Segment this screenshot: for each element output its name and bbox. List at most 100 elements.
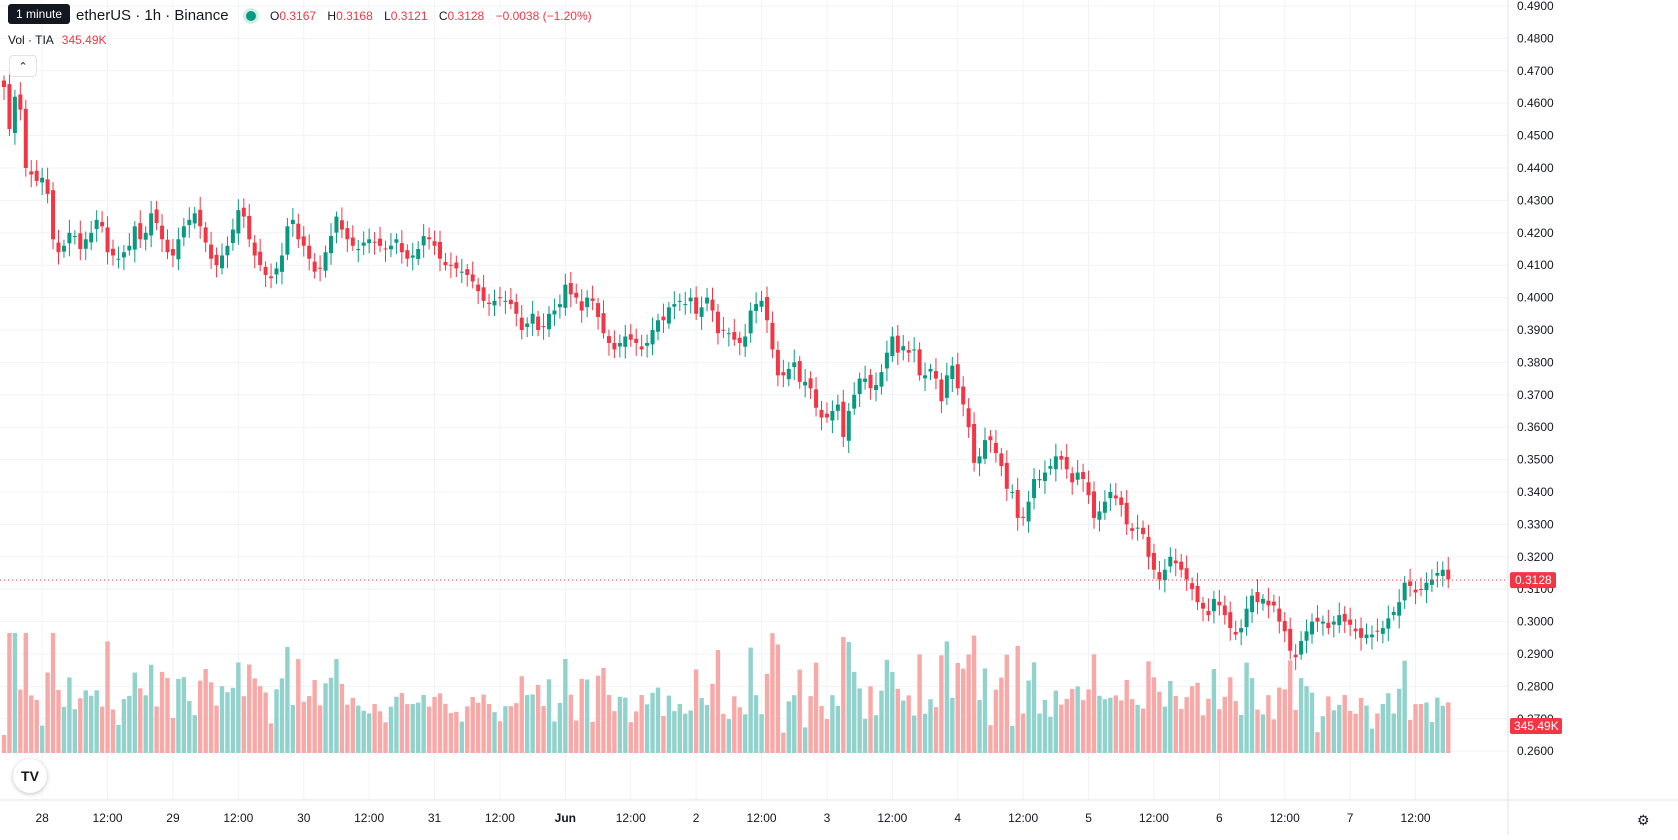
candle-body	[1201, 602, 1205, 609]
candle-body	[448, 264, 453, 266]
candle-body	[759, 300, 764, 307]
volume-bar	[693, 669, 699, 753]
candle-body	[868, 374, 873, 389]
volume-bar	[901, 700, 906, 753]
candle-body	[1228, 612, 1233, 629]
candle-body	[312, 261, 317, 272]
high-value: 0.3168	[336, 9, 373, 23]
volume-bar	[1026, 680, 1031, 753]
last-price-label: 0.3128	[1515, 573, 1552, 587]
market-status-icon[interactable]	[246, 11, 256, 21]
volume-bar	[890, 672, 895, 753]
volume-bar	[312, 680, 317, 753]
candle-body	[912, 349, 917, 351]
candle-body	[552, 310, 557, 315]
volume-bar	[1031, 662, 1037, 753]
volume-bar	[1440, 705, 1445, 753]
time-axis[interactable]: 28 12:00 29 12:00 30 12:00 31 12:00 Jun 12:00 2 12:…	[35, 811, 1430, 825]
price-axis[interactable]: 0.4900 0.4800 0.4700 0.4600 0.4500 0.4400 0.43…	[1517, 0, 1554, 758]
volume-bar	[279, 678, 285, 753]
candle-body	[497, 297, 502, 299]
volume-bar	[1260, 714, 1266, 753]
volume-bar	[895, 688, 900, 753]
candle-body	[1032, 479, 1037, 499]
volume-bar	[432, 696, 437, 753]
volume-bar	[710, 683, 715, 753]
candle-body	[1266, 600, 1271, 606]
volume-bar	[230, 687, 236, 753]
candle-body	[683, 304, 688, 306]
symbol-title[interactable]: etherUS · 1h · Binance	[76, 7, 229, 24]
gear-icon[interactable]: ⚙	[1637, 812, 1650, 828]
volume-bar	[868, 686, 873, 753]
volume-bar	[732, 696, 737, 753]
candle-body	[89, 232, 94, 243]
volume-bar	[530, 694, 535, 753]
volume-bar	[236, 662, 241, 753]
volume-bar	[519, 676, 524, 753]
candle-body	[2, 80, 6, 87]
candle-body	[94, 219, 99, 229]
low-value: 0.3121	[390, 9, 428, 23]
volume-bar	[546, 679, 552, 753]
candle-body	[525, 323, 530, 327]
volume-bar	[579, 678, 584, 753]
volume-bar	[759, 714, 764, 753]
volume-bar	[1217, 709, 1222, 753]
volume-bar	[797, 669, 802, 753]
volume-bar	[623, 697, 628, 753]
candle-body	[61, 245, 66, 252]
volume-bar	[802, 727, 808, 753]
candle-body	[601, 313, 606, 334]
candle-body	[421, 236, 426, 246]
chevron-up-icon[interactable]: ⌃	[9, 55, 37, 77]
low-label: L	[384, 9, 391, 23]
candles	[2, 71, 1451, 670]
time-tick-label: 28	[35, 811, 49, 825]
candle-body	[388, 245, 393, 250]
volume-bar	[116, 724, 121, 753]
volume-bar	[1097, 695, 1102, 753]
volume-bar	[1435, 697, 1440, 753]
tradingview-logo-icon[interactable]: TV	[13, 759, 47, 793]
candle-body	[105, 227, 110, 253]
volume-bar	[61, 706, 67, 753]
candle-body	[1429, 579, 1434, 585]
candle-body	[416, 249, 421, 259]
time-tick-label: 12:00	[747, 811, 777, 825]
volume-bar	[416, 702, 421, 753]
volume-bar	[268, 723, 274, 753]
volume-bar	[170, 717, 176, 753]
volume-bar	[1364, 705, 1369, 753]
candle-body	[563, 284, 568, 308]
candle-body	[356, 249, 361, 250]
candle-body	[1173, 560, 1178, 564]
candle-body	[596, 303, 601, 318]
candle-body	[737, 337, 742, 343]
candle-body	[51, 190, 56, 240]
volume-bar	[726, 719, 732, 753]
volume-bar	[377, 711, 383, 753]
candle-body	[715, 311, 720, 334]
volume-bar	[737, 707, 742, 753]
candle-body	[1190, 583, 1195, 590]
volume-bar	[1179, 708, 1184, 753]
candle-body	[1037, 479, 1042, 481]
volume-bar	[873, 715, 879, 753]
candle-body	[1217, 601, 1222, 606]
volume-bar	[18, 689, 23, 753]
volume-bar	[350, 697, 355, 753]
candle-body	[154, 209, 159, 224]
volume-bar	[1244, 662, 1249, 753]
candle-body	[378, 238, 383, 246]
volume-bar	[1413, 704, 1418, 753]
close-label: C	[438, 9, 448, 23]
time-tick-label: 30	[297, 811, 311, 825]
volume-bar	[366, 713, 372, 753]
candle-body	[301, 236, 306, 246]
candle-body	[111, 248, 115, 256]
time-tick-label: 31	[428, 811, 442, 825]
candle-body	[176, 239, 181, 260]
